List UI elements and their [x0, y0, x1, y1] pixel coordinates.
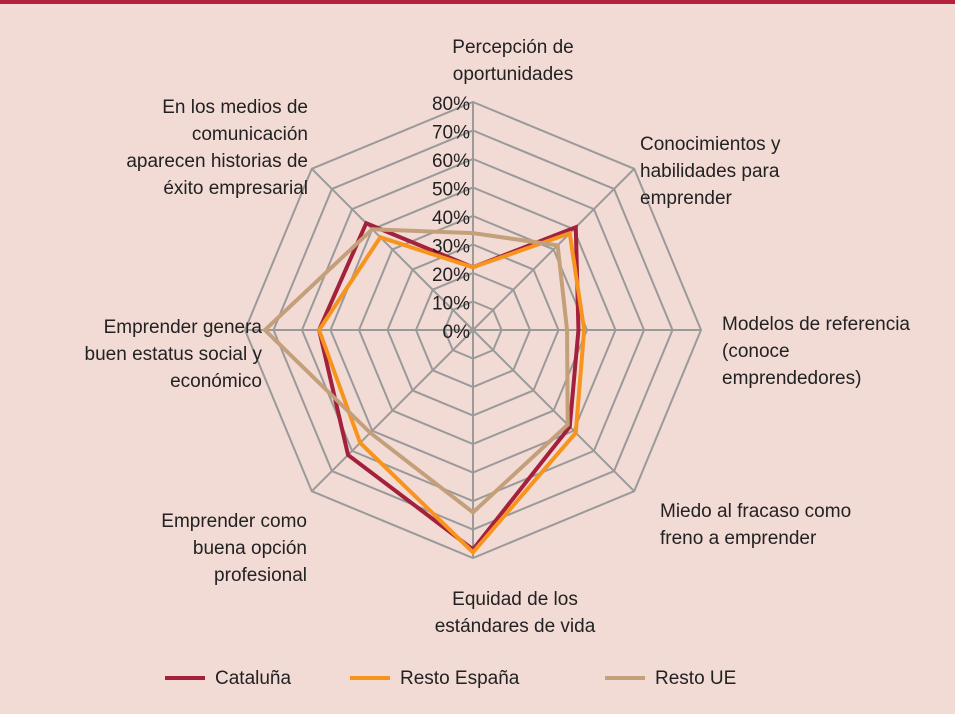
- r-tick-label: 20%: [432, 265, 470, 286]
- r-tick-label: 30%: [432, 237, 470, 258]
- category-label: Modelos de referencia (conoce emprendedore…: [722, 314, 910, 389]
- r-tick-label: 10%: [432, 294, 470, 315]
- axis-spoke: [472, 168, 635, 331]
- axis-spoke: [472, 329, 635, 492]
- r-tick-label: 50%: [432, 180, 470, 201]
- category-label: Emprender como buena opción profesional: [161, 511, 307, 586]
- category-label: Conocimientos y habilidades para emprender: [640, 134, 781, 209]
- legend-label: Resto UE: [655, 668, 736, 689]
- category-label: Miedo al fracaso como freno a emprender: [660, 501, 851, 549]
- legend-label: Cataluña: [215, 668, 291, 689]
- axis-spoke: [311, 168, 474, 331]
- r-tick-label: 40%: [432, 208, 470, 229]
- category-label: Equidad de los estándares de vida: [435, 589, 596, 637]
- category-label: En los medios de comunicación aparecen his…: [126, 97, 308, 199]
- r-tick-label: 60%: [432, 151, 470, 172]
- top-border: [0, 0, 955, 4]
- r-tick-label: 0%: [443, 322, 471, 343]
- category-label: Emprender genera buen estatus social y eco…: [85, 317, 263, 392]
- series-line: [262, 227, 570, 516]
- axis-spoke: [311, 329, 474, 492]
- series-line: [316, 230, 587, 556]
- legend-label: Resto España: [400, 668, 520, 689]
- category-label: Percepción de oportunidades: [452, 37, 573, 85]
- r-tick-label: 80%: [432, 94, 470, 115]
- r-tick-label: 70%: [432, 123, 470, 144]
